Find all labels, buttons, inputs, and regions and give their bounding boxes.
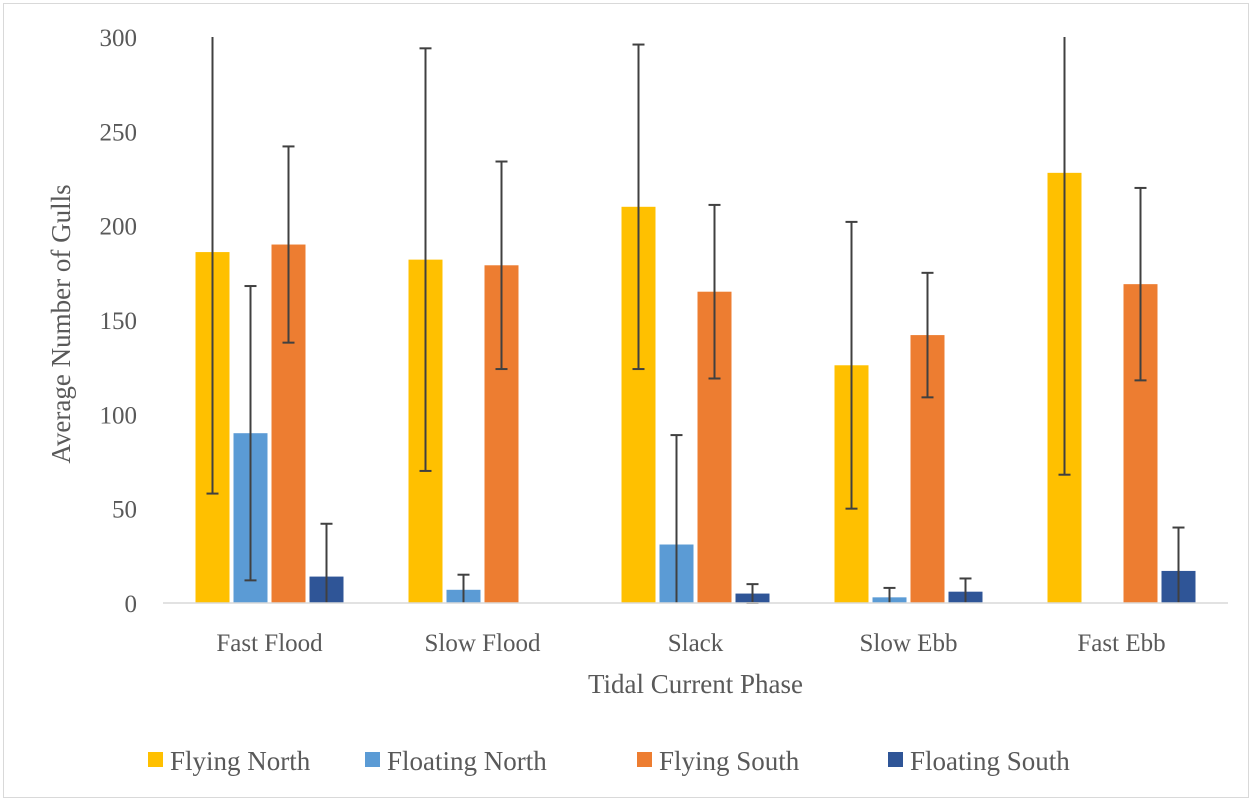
y-tick-label: 150	[100, 308, 138, 335]
legend-swatch	[365, 752, 380, 767]
legend-label: Floating North	[387, 746, 547, 776]
error-bars	[206, 37, 1185, 604]
y-axis-title: Average Number of Gulls	[46, 184, 76, 463]
y-tick-label: 200	[100, 214, 138, 241]
x-tick-label: Slow Ebb	[860, 630, 958, 657]
x-tick-label: Slack	[668, 630, 724, 657]
legend-swatch	[148, 752, 163, 767]
legend-swatch	[637, 752, 652, 767]
legend-label: Floating South	[910, 746, 1070, 776]
legend-label: Flying South	[659, 746, 800, 776]
legend-swatch	[888, 752, 903, 767]
y-tick-label: 0	[125, 591, 138, 618]
y-tick-label: 50	[112, 497, 137, 524]
bars	[195, 172, 1196, 604]
legend: Flying North Floating North Flying South Fl…	[148, 746, 1070, 776]
y-tick-label: 300	[100, 25, 138, 52]
x-tick-label: Fast Flood	[216, 630, 323, 657]
y-tick-label: 250	[100, 119, 138, 146]
x-tick-label: Fast Ebb	[1077, 630, 1165, 657]
y-tick-label: 100	[100, 402, 138, 429]
x-tick-label: Slow Flood	[424, 630, 541, 657]
y-axis-ticks: 0 50 100 150 200 250 300	[100, 25, 138, 618]
legend-label: Flying North	[170, 746, 311, 776]
x-axis-ticks: Fast Flood Slow Flood Slack Slow Ebb Fast Eb…	[216, 630, 1165, 657]
x-axis-title: Tidal Current Phase	[588, 669, 803, 699]
